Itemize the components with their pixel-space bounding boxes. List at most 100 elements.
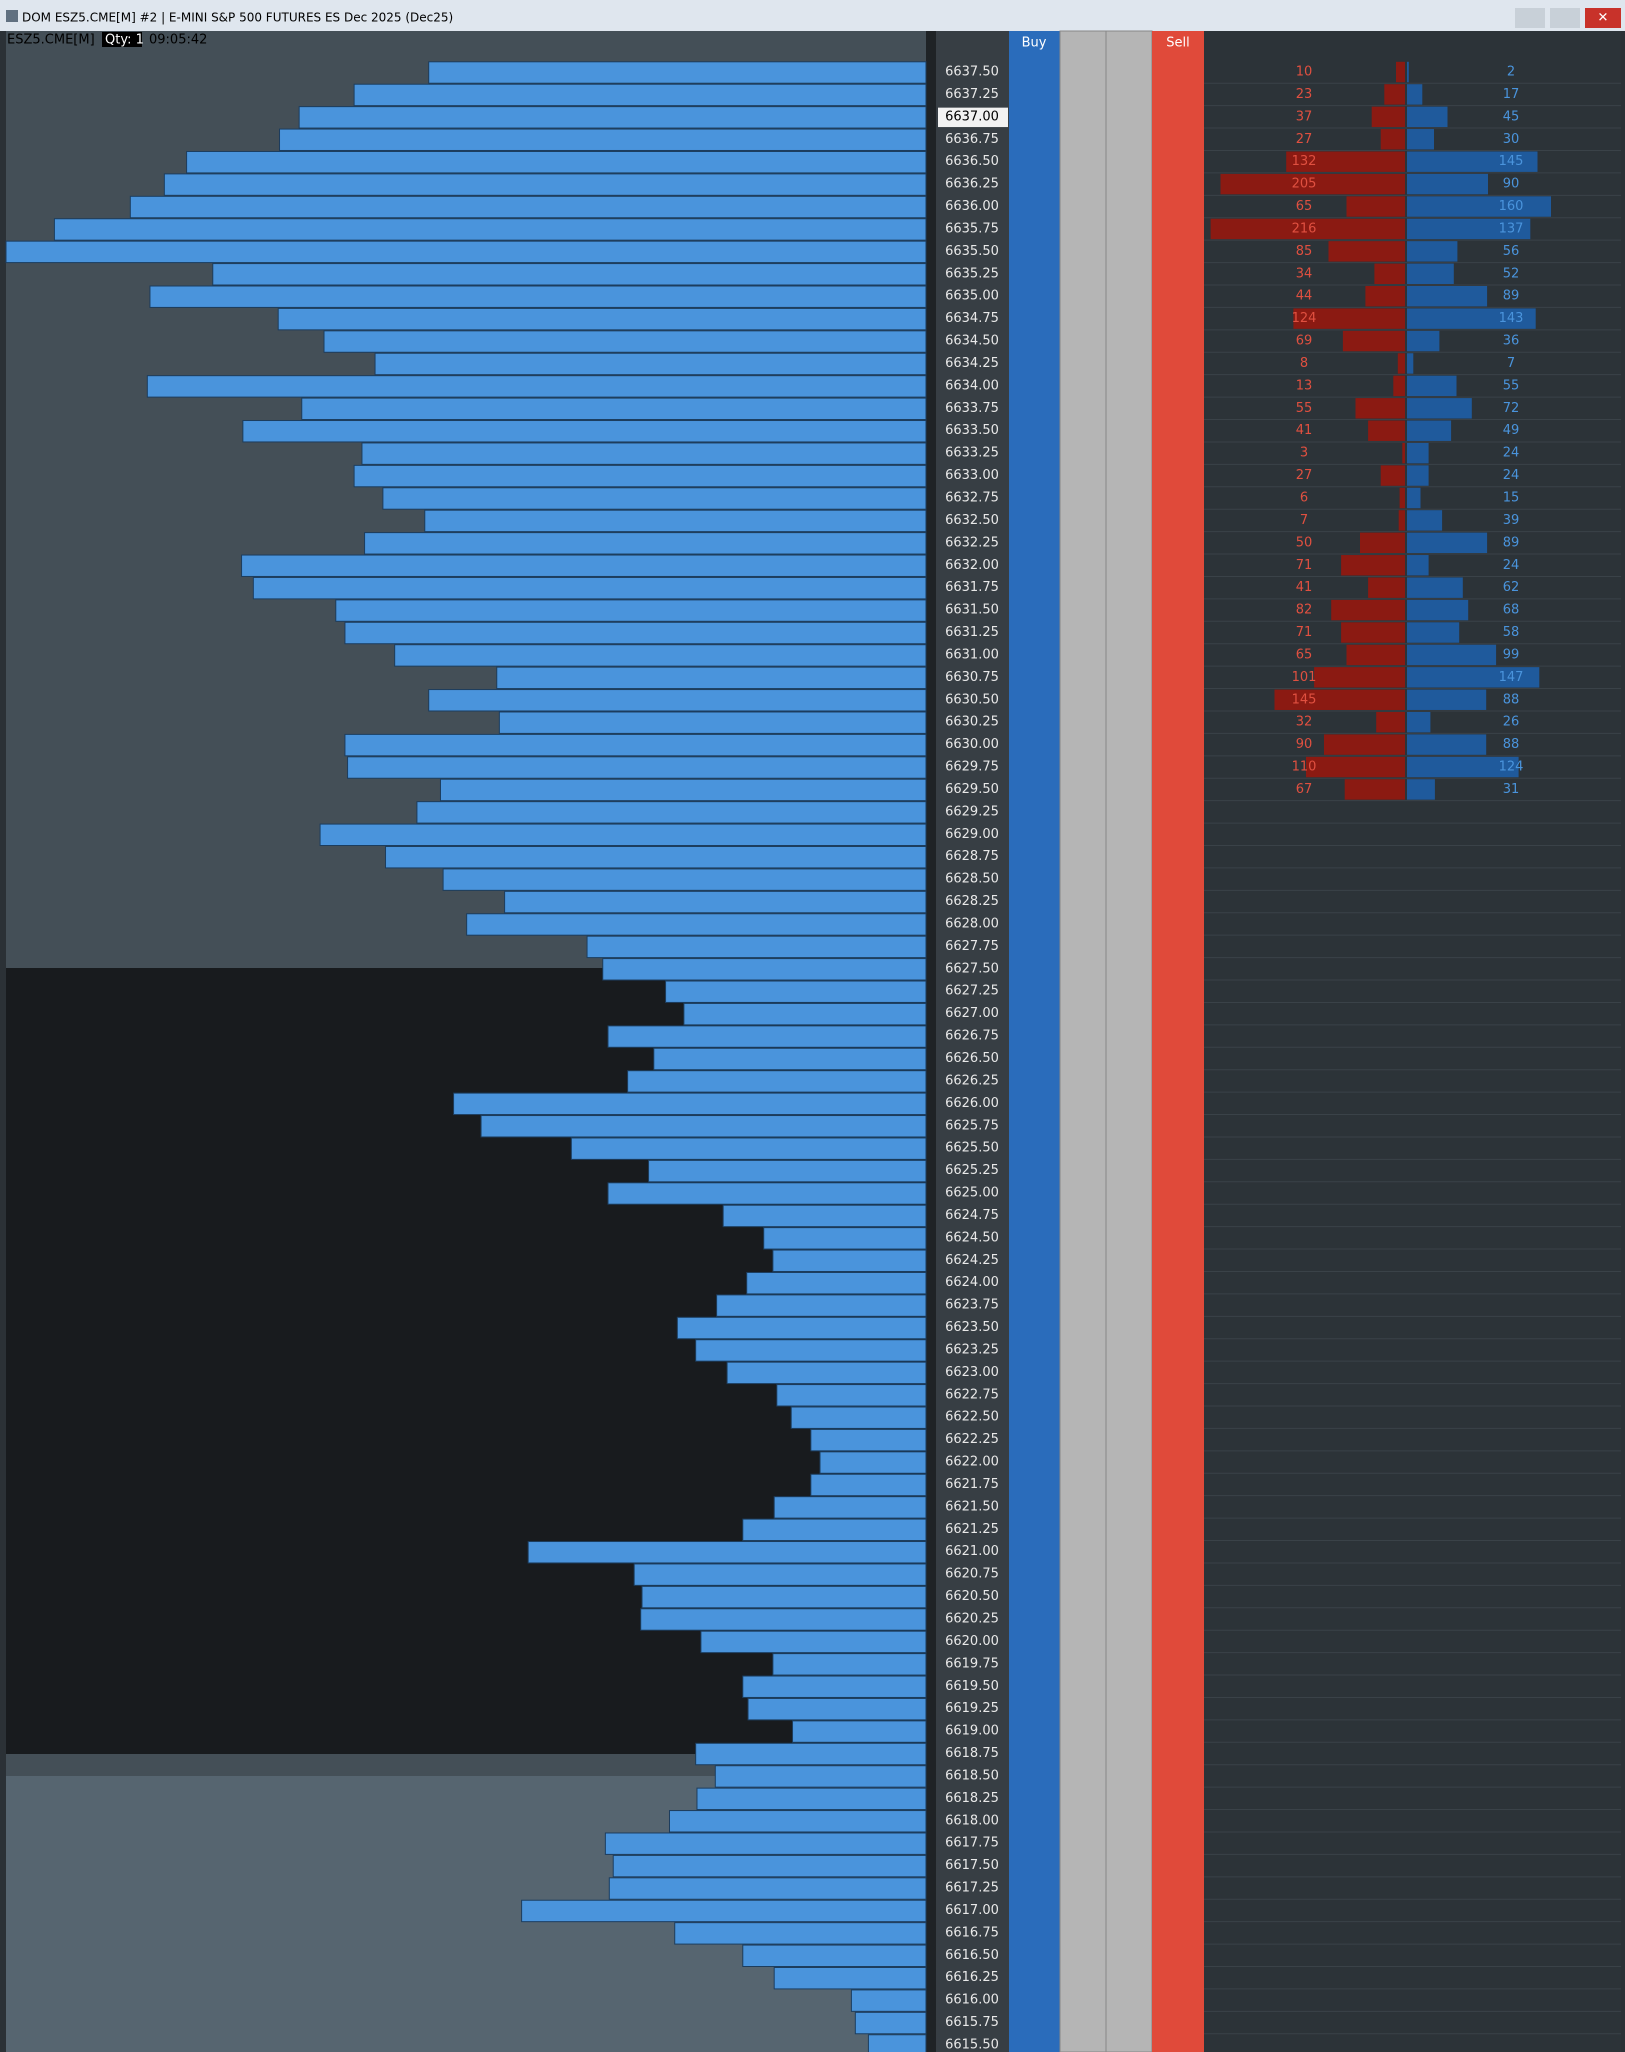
profile-bar [496,666,927,690]
profile-bar [212,263,927,286]
profile-bar [612,1854,927,1878]
buy-volume-bar [1407,779,1435,800]
buy-volume-bar [1407,151,1538,172]
profile-bar [319,823,927,847]
profile-bar [714,1765,927,1788]
price: 6623.50 [945,1320,999,1335]
sell-volume-bar [1380,465,1405,486]
profile-bar [641,1585,927,1609]
sell-volume-bar [1346,196,1405,217]
profile-bar [772,1249,927,1272]
buy-volume: 88 [1503,737,1520,752]
price: 6619.75 [945,1656,999,1671]
buy-volume: 90 [1503,177,1520,192]
price: 6627.25 [945,984,999,999]
price: 6621.25 [945,1522,999,1537]
buy-volume: 52 [1503,266,1520,281]
sell-volume: 41 [1296,423,1313,438]
sell-volume-bar [1371,106,1405,128]
price: 6618.75 [945,1746,999,1761]
sell-volume: 90 [1296,737,1313,752]
buy-volume-bar [1407,353,1414,374]
buy-volume: 89 [1503,289,1520,304]
sell-volume-bar [1355,398,1405,419]
buy-volume-bar [1407,667,1540,688]
profile-bar [867,2034,927,2052]
profile-bar [854,2011,927,2035]
sell-volume: 32 [1296,715,1313,730]
buy-volume: 31 [1503,782,1520,797]
sell-volume: 44 [1296,289,1313,304]
buy-volume-bar [1407,465,1429,486]
sell-volume: 55 [1296,401,1313,416]
sell-volume-bar [1331,599,1405,621]
profile-bar [810,1428,927,1452]
buy-volume-bar [1407,308,1536,329]
profile-bar [279,128,927,151]
qty[interactable]: Qty: 1 [105,33,144,48]
price: 6632.75 [945,490,999,505]
minimize-button[interactable] [1515,8,1545,28]
price: 6624.00 [945,1275,999,1290]
buy-volume-bar [1407,173,1488,195]
clock: 09:05:42 [149,33,207,48]
buy-volume: 30 [1503,132,1520,147]
price: 6622.50 [945,1410,999,1425]
price: 6620.75 [945,1567,999,1582]
profile-bar [716,1294,927,1317]
sell-header: Sell [1166,36,1189,51]
sell-volume-bar [1341,555,1405,576]
sell-volume: 110 [1292,760,1317,775]
price: 6628.50 [945,872,999,887]
maximize-button[interactable] [1550,8,1580,28]
buy-volume: 24 [1503,446,1520,461]
sell-volume: 13 [1296,378,1313,393]
buy-volume-bar [1407,734,1487,755]
price: 6616.25 [945,1970,999,1985]
profile-bar [416,801,927,824]
close-icon: ✕ [1598,11,1609,26]
sell-column[interactable] [1152,31,1204,2052]
buy-volume: 26 [1503,715,1520,730]
profile-bar [633,1563,927,1586]
sell-volume: 132 [1292,154,1317,169]
profile-bar [850,1989,927,2012]
buy-volume: 39 [1503,513,1520,528]
buy-volume: 99 [1503,647,1520,662]
profile-bar [252,576,927,600]
profile-bar [674,1922,927,1945]
sell-volume-bar [1274,689,1405,710]
profile-bar [700,1630,927,1654]
price: 6636.75 [945,132,999,147]
price: 6628.00 [945,916,999,931]
profile-bar [382,487,927,510]
price: 6629.25 [945,804,999,819]
profile-bar [364,532,927,555]
price: 6627.75 [945,939,999,954]
close-button[interactable] [1585,8,1621,28]
price: 6628.75 [945,849,999,864]
price-column [936,31,1009,2052]
buy-volume-bar [1407,510,1443,531]
profile-bar [776,1384,927,1407]
sell-volume-bar [1293,308,1405,329]
price: 6623.00 [945,1365,999,1380]
price: 6621.50 [945,1499,999,1514]
profile-bar [695,1742,927,1766]
price: 6618.50 [945,1768,999,1783]
profile-bar [129,195,927,219]
buy-volume-bar [1407,241,1458,262]
app-icon [6,10,18,22]
profile-bar [344,733,927,757]
price: 6629.75 [945,760,999,775]
profile-bar [466,913,927,936]
profile-bar [146,375,927,398]
price: 6629.50 [945,782,999,797]
sell-volume: 124 [1292,311,1317,326]
price: 6632.00 [945,558,999,573]
price: 6619.50 [945,1679,999,1694]
sell-volume-bar [1344,779,1405,800]
buy-column[interactable] [1009,31,1060,2052]
sell-volume: 71 [1296,558,1313,573]
price: 6636.25 [945,177,999,192]
